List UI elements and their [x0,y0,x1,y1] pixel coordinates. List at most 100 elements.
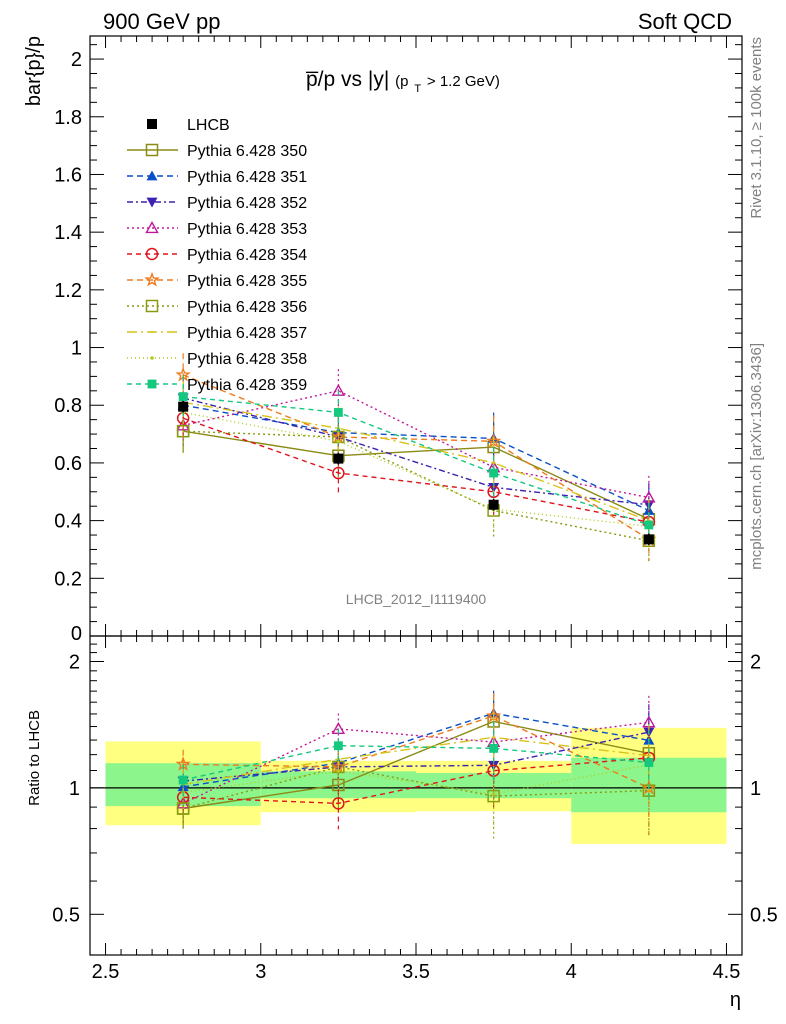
marker-data [178,401,189,412]
ratio-series-line [183,715,650,789]
legend-entry-8: Pythia 6.428 357 [127,325,307,342]
legend-entry-6: Pythia 6.428 355 [127,271,307,290]
ratio-y-axis-label: Ratio to LHCB [26,710,43,806]
ratio-series-line [182,766,649,810]
ratio-panel: 2.5 3 3.5 4 4.5 0.5 0.5 1 1 2 2 [52,635,778,983]
header-right: Soft QCD [638,9,732,34]
marker-square-open [145,143,159,157]
series-line [183,430,650,542]
legend-entry-9: Pythia 6.428 358 [127,351,307,368]
x-axis-label: η [730,989,741,1011]
marker-dot [336,439,341,444]
header-left: 900 GeV pp [103,9,220,34]
y-tick-label: 1.4 [54,222,82,244]
y-tick-label: 1.8 [54,107,82,129]
series-10 [178,374,654,547]
legend-label-data: LHCB [187,117,230,134]
marker-data [643,534,654,545]
y-tick-label: 0.2 [54,568,82,590]
legend-label: Pythia 6.428 352 [187,195,307,212]
y-tick-label: 1.2 [54,280,82,302]
x-tick-label: 4 [566,961,577,983]
marker-triangle-open [145,221,159,234]
legend-entry-3: Pythia 6.428 352 [127,195,307,212]
legend-label: Pythia 6.428 353 [187,221,307,238]
ratio-series-line [182,744,649,781]
legend-label: Pythia 6.428 358 [187,351,307,368]
marker-circle-open [332,466,345,480]
marker-data [333,453,344,464]
y-tick-label: 1.6 [54,164,82,186]
marker-star [144,271,160,287]
series-line [182,401,650,522]
y-tick-label: 0.6 [54,453,82,475]
marker-data [147,119,157,129]
marker-square [147,379,157,389]
data-series [178,400,654,546]
x-tick-label: 2.5 [92,961,120,983]
plot-title-sub-t: T [414,83,421,95]
series-line [182,397,649,506]
side-label-mcplots: mcplots.cern.ch [arXiv:1306.3436] [748,343,765,570]
marker-square [489,744,499,753]
side-label-rivet: Rivet 3.1.10, ≥ 100k events [748,37,765,219]
x-tick-label: 4.5 [713,961,741,983]
series-line [182,417,650,523]
marker-square-open [176,802,190,815]
series-line [182,430,650,520]
marker-square [178,775,188,785]
legend: LHCB Pythia 6.428 350 Pythia 6.428 351 Pyth… [127,117,307,394]
plot-title: p̅/p vs |y| (p T > 1.2 GeV) [305,68,500,97]
ratio-y-tick-label: 2 [69,651,80,673]
y-tick-label: 2 [71,49,82,71]
marker-dot [150,356,154,360]
y-tick-label: 1 [71,338,82,360]
y-axis-label: bar{p}/p [23,36,45,106]
ratio-series-line [182,736,649,786]
legend-entry-4: Pythia 6.428 353 [127,221,307,238]
plot-title-sub: (p [395,73,408,90]
marker-square-open [487,789,500,803]
y-tick-label: 0.4 [54,511,82,533]
series-2 [177,383,655,533]
ratio-y-tick-label-right: 1 [750,778,761,800]
ratio-y-tick-label-right: 0.5 [750,904,778,926]
x-tick-label: 3.5 [402,961,430,983]
marker-dot [491,792,496,796]
marker-square [178,392,188,401]
legend-label: Pythia 6.428 354 [187,247,307,264]
series-line [182,374,650,540]
ratio-y-tick-label: 1 [69,778,80,800]
series-line [182,390,650,499]
series-5 [176,396,656,544]
marker-dot [336,769,341,773]
legend-entry-1: Pythia 6.428 350 [127,143,307,160]
plot-title-main: p̅/p vs |y| [305,68,389,91]
ratio-frame [89,635,743,956]
marker-square [644,520,654,530]
marker-triangle-down [146,197,158,208]
series-line [182,404,650,512]
series-7 [176,409,656,563]
y-tick-label: 0 [71,623,82,645]
ratio-series-line [182,720,650,810]
marker-star [330,428,347,444]
ratio-series-line [182,721,649,805]
ratio-series-line [183,757,649,805]
legend-entry-7: Pythia 6.428 356 [127,299,307,316]
legend-entry-10: Pythia 6.428 359 [127,377,307,394]
plot-title-sub-rest: > 1.2 GeV) [427,73,500,90]
marker-square [489,468,499,478]
ratio-series-line [183,731,650,782]
legend-label: Pythia 6.428 350 [187,143,307,160]
legend-entry-5: Pythia 6.428 354 [127,247,307,264]
analysis-watermark: LHCB_2012_I1119400 [346,591,487,607]
legend-entry-data: LHCB [147,117,230,134]
legend-label: Pythia 6.428 356 [187,299,307,316]
ratio-series-line [183,764,650,795]
marker-square [644,758,654,767]
marker-data [488,499,499,510]
legend-label: Pythia 6.428 355 [187,273,307,290]
